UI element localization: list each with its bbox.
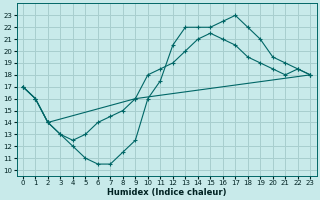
X-axis label: Humidex (Indice chaleur): Humidex (Indice chaleur) (107, 188, 226, 197)
